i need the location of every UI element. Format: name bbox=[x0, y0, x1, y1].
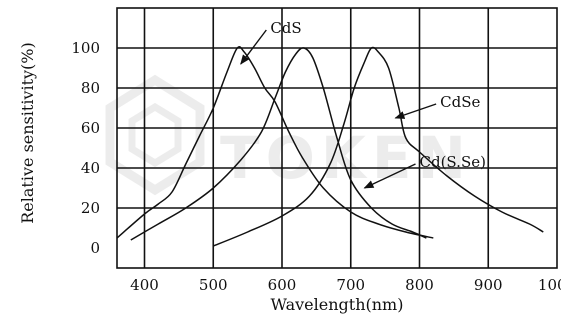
x-tick-label: 700 bbox=[336, 276, 365, 294]
x-tick-label: 900 bbox=[474, 276, 503, 294]
curve-cd-s-se bbox=[130, 47, 427, 241]
chart-grid bbox=[116, 7, 558, 269]
annotation-label: CdS bbox=[270, 19, 301, 37]
y-tick-label: 60 bbox=[81, 119, 100, 137]
x-tick-label: 500 bbox=[199, 276, 228, 294]
annotation-arrow bbox=[240, 29, 267, 65]
y-tick-label: 40 bbox=[81, 159, 100, 177]
annotation-label: CdSe bbox=[440, 93, 480, 111]
y-tick-label: 80 bbox=[81, 79, 100, 97]
annotation-label: Cd(S.Se) bbox=[420, 153, 486, 171]
annotation-arrow bbox=[363, 163, 416, 189]
x-tick-label: 600 bbox=[268, 276, 297, 294]
y-axis-label: Relative sensitivity(%) bbox=[18, 42, 37, 223]
y-tick-label: 20 bbox=[81, 199, 100, 217]
curve-cdse bbox=[213, 46, 544, 247]
annotation-arrow bbox=[394, 103, 437, 119]
chart-annotations: CdS CdSe Cd(S.Se) bbox=[240, 19, 486, 189]
y-tick-label: 100 bbox=[71, 39, 100, 57]
y-tick-label: 0 bbox=[90, 239, 100, 257]
chart-tick-labels: 400 500 600 700 800 900 1000 0 20 40 60 80 100 bbox=[71, 39, 561, 294]
x-tick-label: 800 bbox=[405, 276, 434, 294]
plot-frame bbox=[116, 7, 558, 269]
x-tick-label: 400 bbox=[130, 276, 159, 294]
x-axis-label: Wavelength(nm) bbox=[271, 295, 404, 314]
x-tick-label: 1000 bbox=[538, 276, 561, 294]
